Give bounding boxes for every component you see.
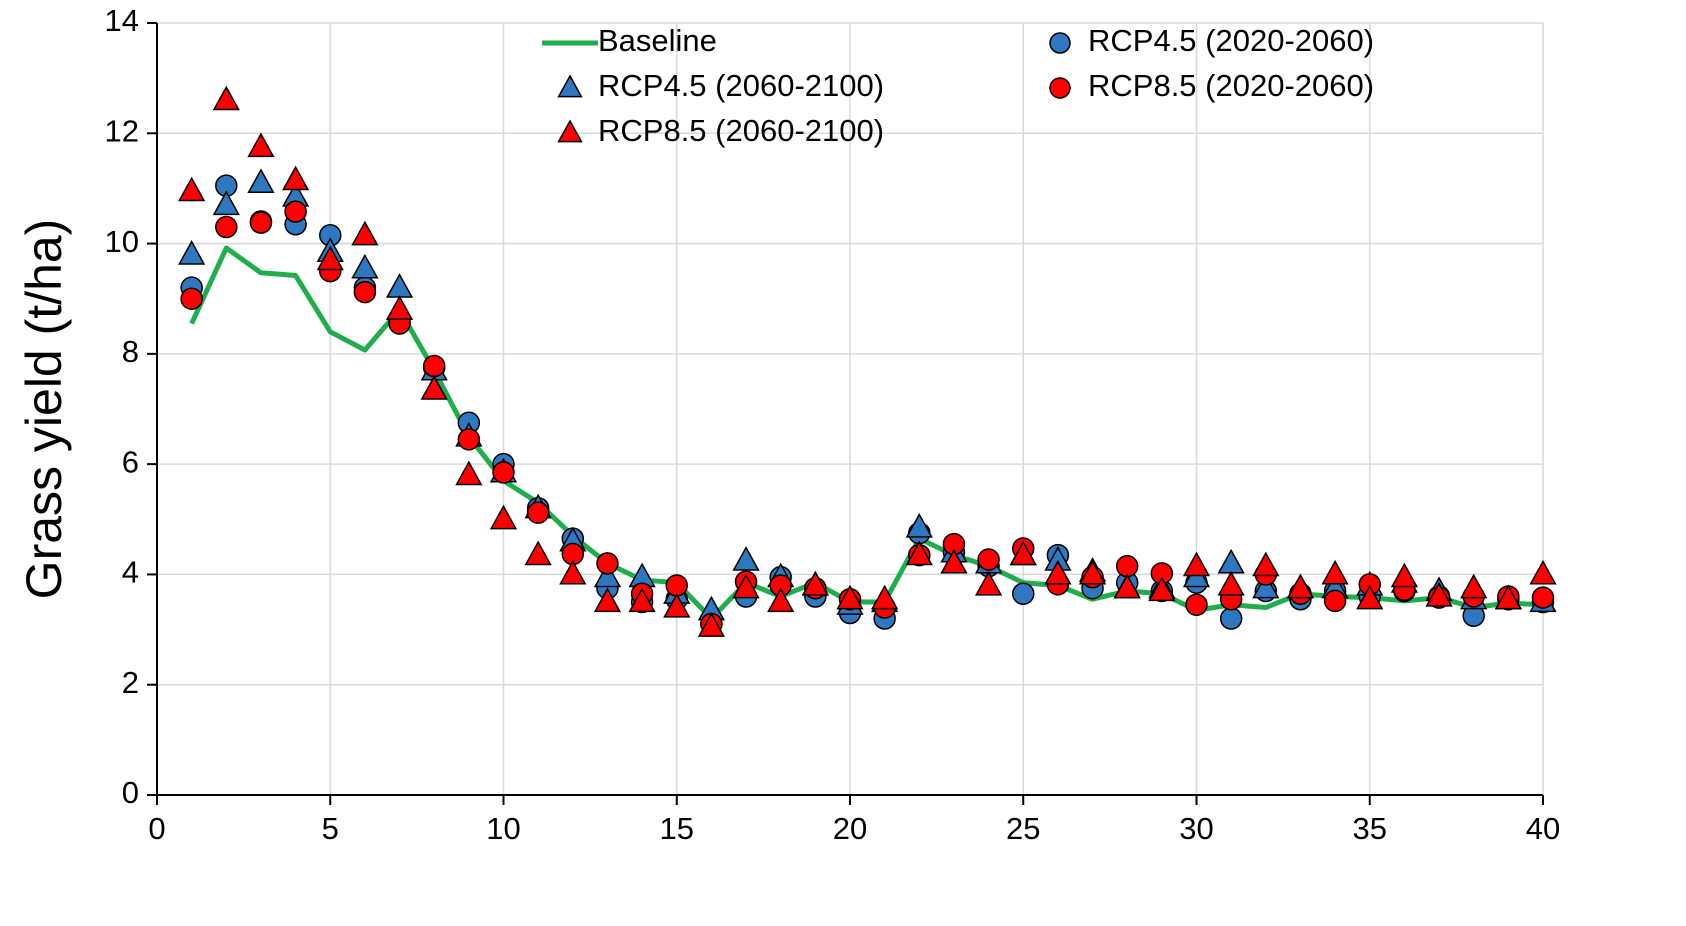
point xyxy=(212,85,240,111)
point xyxy=(422,354,446,378)
point xyxy=(353,280,377,304)
point xyxy=(801,570,829,596)
point xyxy=(697,612,726,637)
x-tick-label: 20 xyxy=(833,811,867,846)
point xyxy=(351,220,379,246)
x-tick-label: 35 xyxy=(1353,811,1387,846)
point xyxy=(559,559,587,585)
point xyxy=(1460,573,1488,599)
point xyxy=(1531,586,1555,609)
point xyxy=(249,211,273,234)
point xyxy=(385,295,414,320)
point xyxy=(178,176,206,202)
point xyxy=(1390,562,1419,588)
point xyxy=(940,548,968,574)
legend-label: RCP4.5 (2060-2100) xyxy=(598,68,884,103)
point xyxy=(1323,589,1347,613)
point xyxy=(1217,570,1245,596)
x-tick-label: 10 xyxy=(486,811,520,846)
point xyxy=(212,190,240,216)
y-tick-label: 4 xyxy=(122,555,139,590)
point xyxy=(316,245,344,271)
x-tick-label: 5 xyxy=(322,811,339,846)
point xyxy=(215,215,238,239)
point xyxy=(1009,540,1037,566)
point xyxy=(1115,554,1139,578)
point xyxy=(247,168,275,194)
point xyxy=(1044,559,1072,585)
y-tick-label: 2 xyxy=(122,665,139,700)
point xyxy=(1252,551,1280,577)
point xyxy=(593,587,622,613)
point xyxy=(905,513,933,538)
legend-swatch xyxy=(1049,77,1071,99)
x-tick-label: 30 xyxy=(1179,811,1213,846)
point xyxy=(593,562,622,588)
point xyxy=(455,460,483,486)
legend-label: RCP8.5 (2060-2100) xyxy=(598,113,884,148)
legend-label: RCP8.5 (2020-2060) xyxy=(1088,68,1374,103)
point xyxy=(1148,576,1176,602)
point xyxy=(665,574,688,597)
legend-swatch xyxy=(1049,32,1071,54)
point xyxy=(1425,581,1453,607)
point xyxy=(1356,584,1384,610)
point xyxy=(1494,584,1522,610)
point xyxy=(1012,582,1035,605)
x-tick-label: 15 xyxy=(660,811,694,846)
point xyxy=(1185,593,1208,617)
point xyxy=(178,240,206,265)
point xyxy=(871,584,899,610)
point xyxy=(247,132,275,158)
point xyxy=(977,548,1000,571)
point xyxy=(1529,559,1557,585)
legend-swatch xyxy=(557,119,583,143)
y-tick-label: 6 xyxy=(122,444,139,479)
point xyxy=(836,584,864,610)
x-tick-label: 40 xyxy=(1526,811,1560,846)
point xyxy=(457,428,481,451)
point xyxy=(1182,551,1211,577)
y-axis-label: Grass yield (t/ha) xyxy=(16,219,72,600)
y-tick-label: 12 xyxy=(105,113,139,148)
legend-swatch xyxy=(557,74,583,98)
point xyxy=(420,375,448,400)
point xyxy=(1252,573,1280,599)
point xyxy=(974,570,1003,596)
point xyxy=(492,461,515,484)
point xyxy=(1217,548,1245,574)
x-tick-label: 25 xyxy=(1006,811,1040,846)
point xyxy=(663,592,691,618)
y-tick-label: 8 xyxy=(122,334,139,369)
point xyxy=(732,546,760,571)
point xyxy=(1321,559,1349,585)
point xyxy=(284,200,307,223)
legend-label: Baseline xyxy=(598,23,717,58)
point xyxy=(596,552,619,575)
point xyxy=(281,165,310,191)
x-tick-label: 0 xyxy=(148,811,165,846)
point xyxy=(732,573,760,599)
point xyxy=(385,273,414,298)
point xyxy=(489,504,518,530)
y-tick-label: 0 xyxy=(122,775,139,810)
point xyxy=(1113,573,1141,599)
point xyxy=(628,587,656,613)
y-tick-label: 10 xyxy=(105,224,139,259)
y-tick-label: 14 xyxy=(105,3,139,38)
point xyxy=(180,287,203,310)
point xyxy=(905,540,933,566)
point xyxy=(351,253,379,279)
point xyxy=(526,501,550,524)
legend-label: RCP4.5 (2020-2060) xyxy=(1088,23,1374,58)
point xyxy=(767,587,795,613)
point xyxy=(524,540,552,566)
line xyxy=(189,245,1544,622)
point xyxy=(1219,607,1243,630)
point xyxy=(1078,559,1107,585)
point xyxy=(1286,573,1315,599)
